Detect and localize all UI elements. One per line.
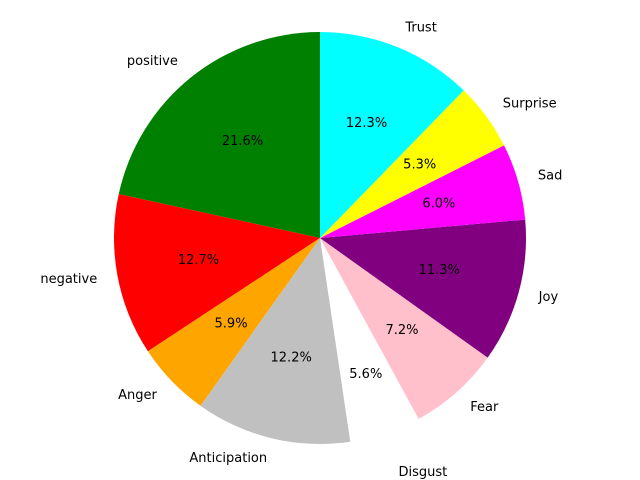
percent-labels-layer: 21.6% 12.7% 5.9% 12.2% 5.6% 7.2% 11.3% 6.0% 5.3%…: [178, 116, 460, 382]
slices-layer: [114, 32, 527, 462]
percent-label-disgust: 5.6%: [349, 367, 382, 382]
pie-slice-fear: [320, 238, 488, 419]
slice-label-surprise: Surprise: [503, 97, 557, 112]
pie-slice-sad: [320, 145, 526, 238]
slice-label-joy: Joy: [538, 290, 559, 305]
pie-slice-surprise: [320, 90, 505, 238]
pie-slice-disgust: [326, 257, 426, 462]
pie-slice-positive: [118, 32, 321, 238]
percent-label-positive: 21.6%: [222, 134, 263, 149]
slice-label-positive: positive: [127, 54, 178, 69]
pie-slice-anger: [147, 238, 320, 406]
percent-label-surprise: 5.3%: [403, 157, 436, 172]
percent-label-anger: 5.9%: [215, 316, 248, 331]
percent-label-negative: 12.7%: [178, 253, 219, 268]
percent-label-fear: 7.2%: [385, 323, 418, 338]
slice-label-trust: Trust: [404, 21, 436, 36]
pie-slice-joy: [320, 219, 527, 358]
percent-label-joy: 11.3%: [419, 263, 460, 278]
percent-label-sad: 6.0%: [422, 197, 455, 212]
slice-label-disgust: Disgust: [399, 465, 448, 480]
pie-slice-trust: [320, 32, 464, 238]
slice-label-anger: Anger: [118, 388, 157, 403]
pie-slice-anticipation: [200, 238, 351, 444]
percent-label-anticipation: 12.2%: [271, 351, 312, 366]
slice-label-anticipation: Anticipation: [189, 451, 267, 466]
pie-slice-negative: [114, 194, 321, 352]
percent-label-trust: 12.3%: [346, 116, 387, 131]
slice-label-sad: Sad: [538, 168, 562, 183]
slice-label-negative: negative: [40, 272, 97, 287]
slice-labels-layer: positive negative Anger Anticipation Disgust…: [40, 21, 562, 480]
slice-label-fear: Fear: [470, 400, 499, 415]
